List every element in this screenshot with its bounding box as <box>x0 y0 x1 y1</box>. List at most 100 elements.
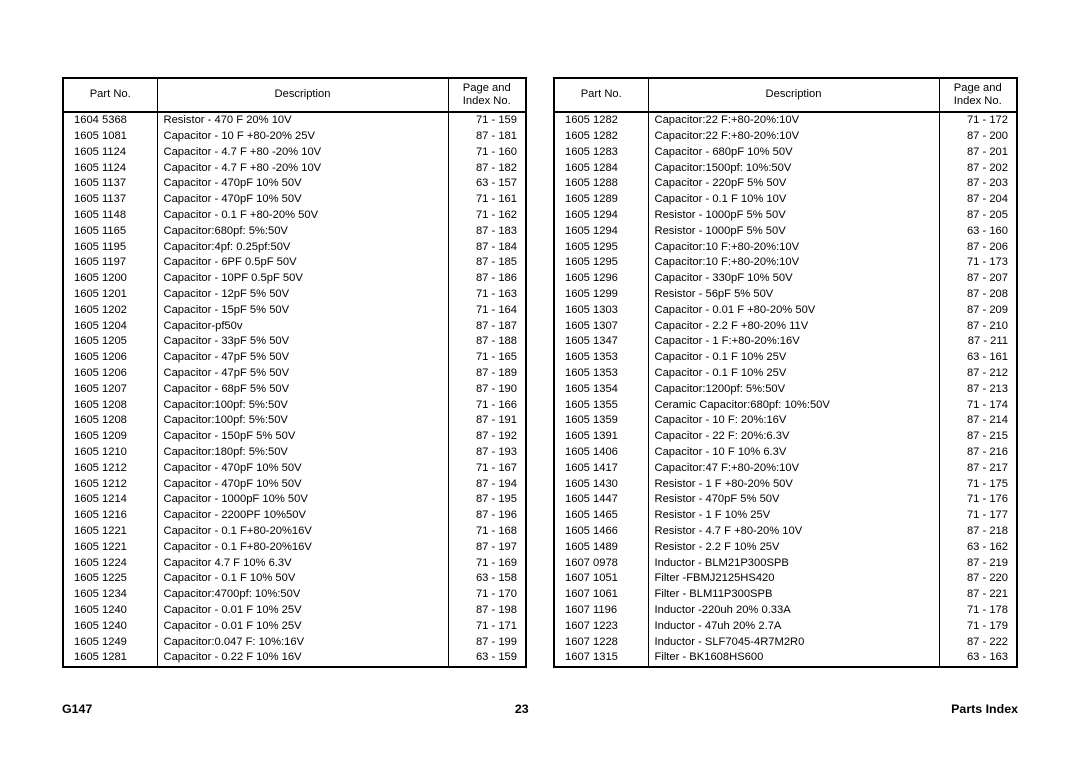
cell-description: Capacitor - 2200PF 10%50V <box>157 508 448 524</box>
footer-right: Parts Index <box>951 702 1018 716</box>
table-row: 1607 1228Inductor - SLF7045-4R7M2R087 - … <box>555 634 1016 650</box>
cell-partno: 1605 1165 <box>64 223 157 239</box>
table-row: 1605 1249Capacitor:0.047 F: 10%:16V87 - … <box>64 634 525 650</box>
cell-partno: 1605 1240 <box>64 618 157 634</box>
cell-description: Capacitor:1200pf: 5%:50V <box>648 381 939 397</box>
cell-partno: 1605 1124 <box>64 160 157 176</box>
cell-pageindex: 63 - 162 <box>939 539 1016 555</box>
cell-pageindex: 71 - 163 <box>448 287 525 303</box>
cell-pageindex: 87 - 219 <box>939 555 1016 571</box>
cell-partno: 1605 1208 <box>64 397 157 413</box>
cell-partno: 1605 1354 <box>555 381 648 397</box>
cell-partno: 1605 1489 <box>555 539 648 555</box>
cell-pageindex: 71 - 173 <box>939 255 1016 271</box>
col-description: Description <box>157 79 448 112</box>
cell-partno: 1605 1221 <box>64 539 157 555</box>
table-row: 1605 1206Capacitor - 47pF 5% 50V71 - 165 <box>64 350 525 366</box>
cell-partno: 1605 1359 <box>555 413 648 429</box>
table-row: 1605 1307Capacitor - 2.2 F +80-20% 11V87… <box>555 318 1016 334</box>
cell-pageindex: 71 - 172 <box>939 112 1016 129</box>
cell-pageindex: 87 - 208 <box>939 287 1016 303</box>
cell-description: Capacitor - 10PF 0.5pF 50V <box>157 271 448 287</box>
cell-partno: 1605 1289 <box>555 192 648 208</box>
table-row: 1605 1281Capacitor - 0.22 F 10% 16V63 - … <box>64 650 525 666</box>
cell-description: Capacitor:0.047 F: 10%:16V <box>157 634 448 650</box>
table-row: 1605 1221Capacitor - 0.1 F+80-20%16V71 -… <box>64 523 525 539</box>
cell-description: Filter - BK1608HS600 <box>648 650 939 666</box>
cell-description: Capacitor - 0.01 F 10% 25V <box>157 618 448 634</box>
cell-partno: 1605 1212 <box>64 460 157 476</box>
cell-partno: 1605 1206 <box>64 366 157 382</box>
cell-description: Capacitor:4pf: 0.25pf:50V <box>157 239 448 255</box>
cell-partno: 1605 1296 <box>555 271 648 287</box>
cell-partno: 1605 1148 <box>64 208 157 224</box>
cell-description: Capacitor - 0.01 F +80-20% 50V <box>648 302 939 318</box>
cell-description: Inductor - SLF7045-4R7M2R0 <box>648 634 939 650</box>
cell-description: Capacitor - 470pF 10% 50V <box>157 176 448 192</box>
table-row: 1605 1417Capacitor:47 F:+80-20%:10V87 - … <box>555 460 1016 476</box>
table-row: 1605 1355Ceramic Capacitor:680pf: 10%:50… <box>555 397 1016 413</box>
right-table: Part No. Description Page andIndex No. 1… <box>555 79 1016 666</box>
table-row: 1605 1299Resistor - 56pF 5% 50V87 - 208 <box>555 287 1016 303</box>
table-row: 1605 1197Capacitor - 6PF 0.5pF 50V87 - 1… <box>64 255 525 271</box>
cell-partno: 1605 1353 <box>555 366 648 382</box>
cell-pageindex: 63 - 161 <box>939 350 1016 366</box>
footer-center: 23 <box>515 702 529 716</box>
cell-description: Capacitor - 1000pF 10% 50V <box>157 492 448 508</box>
cell-partno: 1605 1137 <box>64 176 157 192</box>
cell-description: Capacitor 4.7 F 10% 6.3V <box>157 555 448 571</box>
cell-description: Capacitor:4700pf: 10%:50V <box>157 587 448 603</box>
table-row: 1605 1205Capacitor - 33pF 5% 50V87 - 188 <box>64 334 525 350</box>
cell-partno: 1605 1234 <box>64 587 157 603</box>
cell-pageindex: 87 - 182 <box>448 160 525 176</box>
cell-pageindex: 71 - 160 <box>448 144 525 160</box>
cell-description: Capacitor:180pf: 5%:50V <box>157 444 448 460</box>
cell-description: Filter -FBMJ2125HS420 <box>648 571 939 587</box>
cell-pageindex: 71 - 161 <box>448 192 525 208</box>
cell-description: Capacitor - 15pF 5% 50V <box>157 302 448 318</box>
table-row: 1605 1137Capacitor - 470pF 10% 50V71 - 1… <box>64 192 525 208</box>
cell-pageindex: 87 - 185 <box>448 255 525 271</box>
cell-partno: 1605 1224 <box>64 555 157 571</box>
right-table-wrap: Part No. Description Page andIndex No. 1… <box>553 77 1018 668</box>
cell-partno: 1605 1197 <box>64 255 157 271</box>
cell-pageindex: 71 - 167 <box>448 460 525 476</box>
cell-pageindex: 87 - 205 <box>939 208 1016 224</box>
cell-partno: 1605 1307 <box>555 318 648 334</box>
cell-description: Capacitor - 0.1 F +80-20% 50V <box>157 208 448 224</box>
cell-description: Capacitor - 0.1 F+80-20%16V <box>157 523 448 539</box>
cell-partno: 1605 1210 <box>64 444 157 460</box>
cell-partno: 1605 1288 <box>555 176 648 192</box>
cell-description: Capacitor:100pf: 5%:50V <box>157 397 448 413</box>
cell-description: Capacitor - 680pF 10% 50V <box>648 144 939 160</box>
cell-description: Resistor - 4.7 F +80-20% 10V <box>648 523 939 539</box>
table-row: 1605 1284Capacitor:1500pf: 10%:50V87 - 2… <box>555 160 1016 176</box>
cell-description: Capacitor - 0.1 F 10% 25V <box>648 366 939 382</box>
col-description: Description <box>648 79 939 112</box>
cell-pageindex: 87 - 206 <box>939 239 1016 255</box>
cell-pageindex: 87 - 216 <box>939 444 1016 460</box>
cell-pageindex: 87 - 220 <box>939 571 1016 587</box>
cell-pageindex: 71 - 170 <box>448 587 525 603</box>
cell-pageindex: 71 - 176 <box>939 492 1016 508</box>
table-row: 1605 1354Capacitor:1200pf: 5%:50V87 - 21… <box>555 381 1016 397</box>
cell-description: Capacitor - 470pF 10% 50V <box>157 192 448 208</box>
cell-partno: 1605 1201 <box>64 287 157 303</box>
table-row: 1605 1282Capacitor:22 F:+80-20%:10V87 - … <box>555 129 1016 145</box>
table-row: 1605 1195Capacitor:4pf: 0.25pf:50V87 - 1… <box>64 239 525 255</box>
table-row: 1605 1303Capacitor - 0.01 F +80-20% 50V8… <box>555 302 1016 318</box>
cell-partno: 1605 1347 <box>555 334 648 350</box>
cell-description: Capacitor - 0.1 F 10% 50V <box>157 571 448 587</box>
left-table-wrap: Part No. Description Page andIndex No. 1… <box>62 77 527 668</box>
cell-description: Capacitor:1500pf: 10%:50V <box>648 160 939 176</box>
col-pageindex: Page andIndex No. <box>939 79 1016 112</box>
cell-partno: 1605 1205 <box>64 334 157 350</box>
cell-description: Capacitor - 47pF 5% 50V <box>157 350 448 366</box>
cell-pageindex: 71 - 164 <box>448 302 525 318</box>
cell-description: Capacitor - 150pF 5% 50V <box>157 429 448 445</box>
cell-partno: 1605 1137 <box>64 192 157 208</box>
cell-description: Inductor - 47uh 20% 2.7A <box>648 618 939 634</box>
cell-partno: 1605 1294 <box>555 208 648 224</box>
table-row: 1605 1216Capacitor - 2200PF 10%50V87 - 1… <box>64 508 525 524</box>
cell-description: Capacitor - 0.01 F 10% 25V <box>157 602 448 618</box>
